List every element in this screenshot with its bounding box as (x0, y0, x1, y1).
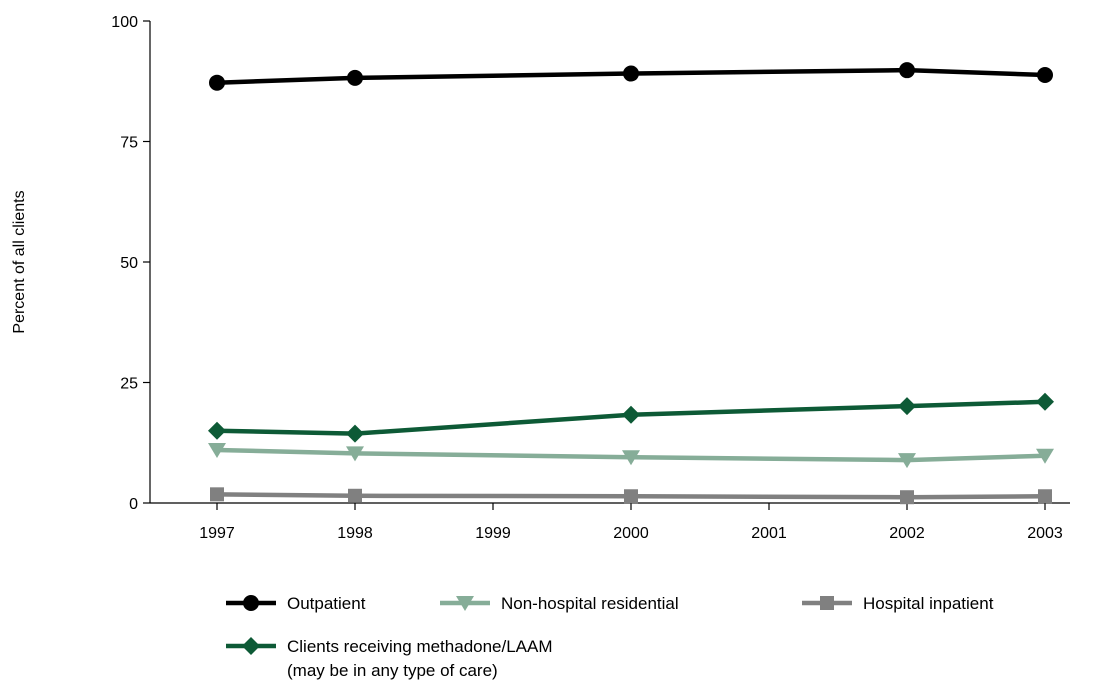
data-point (898, 397, 916, 416)
data-point (209, 74, 225, 91)
legend-item: Outpatient (226, 594, 366, 613)
data-point (1037, 66, 1053, 83)
x-tick-label: 2003 (1027, 525, 1063, 542)
legend-marker (456, 596, 474, 611)
data-point (208, 442, 226, 458)
y-axis-title: Percent of all clients (11, 190, 28, 333)
y-tick-label: 25 (120, 376, 138, 393)
series-hospital-inpatient (210, 487, 1052, 505)
data-point (210, 487, 224, 502)
data-point (623, 65, 639, 82)
x-tick-label: 1999 (475, 525, 511, 542)
data-point (622, 405, 640, 424)
legend-label: Non-hospital residential (501, 594, 679, 613)
data-point (900, 490, 914, 505)
legend-marker (820, 596, 834, 610)
legend-item: Hospital inpatient (802, 594, 994, 613)
legend-marker (243, 595, 259, 611)
legend-label: Clients receiving methadone/LAAM (287, 637, 553, 656)
legend: Outpatient Non-hospital residential Hospit… (226, 594, 994, 680)
series-non-hospital-residential (208, 442, 1054, 469)
data-point (622, 450, 640, 466)
x-tick-label: 2002 (889, 525, 925, 542)
series-clients-receiving-methadone-laam (208, 392, 1054, 443)
series-outpatient (209, 62, 1053, 91)
data-point (624, 489, 638, 504)
y-tick-label: 100 (111, 14, 138, 31)
axes: 0 25 50 75 100 1997 1998 1999 2000 2001 2002 2003 (111, 14, 1070, 542)
legend-item: Clients receiving methadone/LAAM (may be … (226, 637, 553, 680)
data-point (346, 446, 364, 462)
data-point (1038, 489, 1052, 504)
data-point (208, 421, 226, 440)
data-point (899, 62, 915, 79)
legend-label: Hospital inpatient (863, 594, 994, 613)
y-tick-label: 75 (120, 135, 138, 152)
data-point (347, 69, 363, 86)
data-point (348, 488, 362, 503)
legend-label-line2: (may be in any type of care) (287, 661, 498, 680)
x-tick-label: 2000 (613, 525, 649, 542)
x-tick-label: 1997 (199, 525, 235, 542)
y-tick-label: 50 (120, 255, 138, 272)
data-point (1036, 392, 1054, 411)
x-tick-label: 1998 (337, 525, 373, 542)
x-tick-label: 2001 (751, 525, 787, 542)
data-point (1036, 448, 1054, 464)
legend-marker (242, 637, 260, 655)
legend-item: Non-hospital residential (440, 594, 679, 613)
legend-label: Outpatient (287, 594, 366, 613)
data-point (898, 453, 916, 469)
y-tick-label: 0 (129, 496, 138, 513)
series-group (208, 62, 1054, 505)
data-point (346, 424, 364, 443)
